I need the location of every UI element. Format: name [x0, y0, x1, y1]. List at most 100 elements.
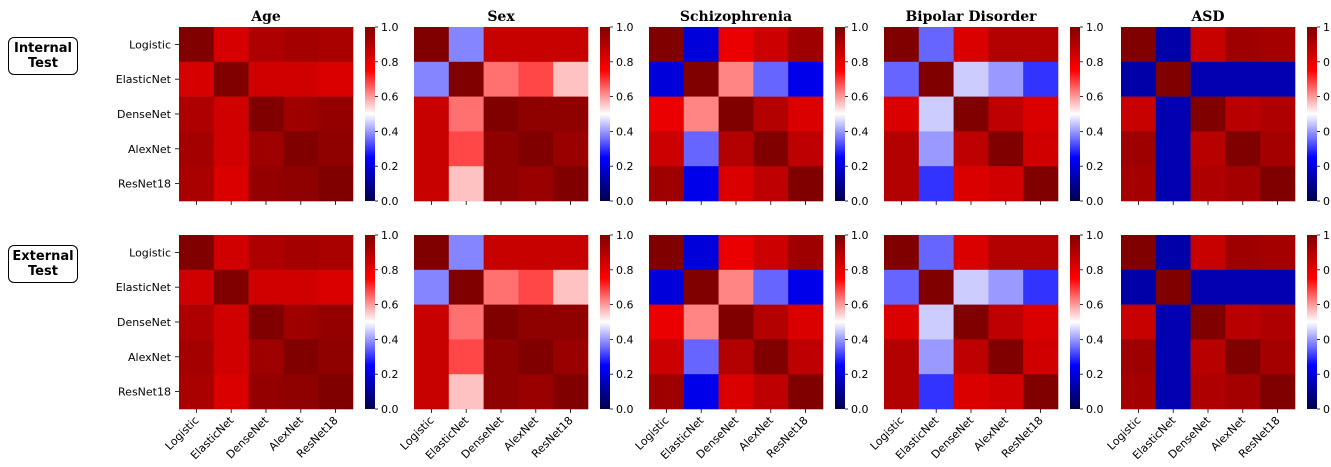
heatmap-cell [988, 131, 1024, 167]
heatmap-cell [248, 339, 284, 375]
y-tick-label: ResNet18 [118, 178, 171, 191]
colorbar-tick-label: 0.4 [1086, 125, 1104, 138]
heatmap-cell [718, 27, 754, 63]
heatmap-cell [483, 131, 519, 167]
heatmap-cell [1225, 374, 1261, 410]
heatmap-cell [179, 269, 215, 305]
colorbar-tick-label: 1.0 [851, 229, 869, 242]
heatmap-cell [718, 339, 754, 375]
heatmap-cell [953, 61, 989, 97]
heatmap-cell [248, 131, 284, 167]
heatmap-cell [884, 27, 920, 63]
heatmap-cell [318, 374, 354, 410]
heatmap-cell [1190, 166, 1226, 202]
heatmap-cell [649, 96, 685, 132]
heatmap-cell [1225, 339, 1261, 375]
heatmap-cell [649, 131, 685, 167]
heatmap-cell [553, 304, 589, 340]
heatmap-cell [448, 166, 484, 202]
heatmap-panel: Sex 0.0 0.2 0.4 0.6 0.8 1.0 [414, 9, 634, 208]
heatmap-cell [1121, 235, 1157, 271]
heatmap-cell [1260, 27, 1296, 63]
heatmap-cell [988, 61, 1024, 97]
heatmap-cell [283, 61, 319, 97]
heatmap-cell [318, 235, 354, 271]
heatmap-cell [988, 339, 1024, 375]
heatmap-cell [213, 96, 249, 132]
heatmap-cell [248, 96, 284, 132]
colorbar-tick-label: 0.6 [851, 91, 869, 104]
heatmap-cell [1225, 27, 1261, 63]
heatmap-cell [283, 166, 319, 202]
heatmap-cell [1023, 166, 1059, 202]
heatmap-cell [988, 27, 1024, 63]
colorbar-tick-label: 0.6 [1323, 299, 1331, 312]
heatmap-cell [448, 235, 484, 271]
heatmap-cell [1023, 304, 1059, 340]
heatmap-cell [248, 235, 284, 271]
heatmap-cell [988, 166, 1024, 202]
heatmap-cell [683, 96, 719, 132]
heatmap-cell [753, 269, 789, 305]
heatmap-cell [1023, 269, 1059, 305]
heatmap-cell [788, 374, 824, 410]
heatmap-cell [318, 304, 354, 340]
heatmap-cell [953, 374, 989, 410]
colorbar [365, 235, 375, 409]
heatmap-cell [683, 269, 719, 305]
heatmap-cell [518, 166, 554, 202]
colorbar-tick-label: 0.6 [616, 91, 634, 104]
heatmap-cell [414, 131, 450, 167]
heatmap-cell [788, 27, 824, 63]
heatmap-cell [248, 61, 284, 97]
y-tick-label: Logistic [129, 38, 171, 51]
heatmap-cell [918, 304, 954, 340]
heatmap-cell [448, 374, 484, 410]
heatmap-panel: Bipolar Disorder 0.0 0.2 0.4 0.6 0.8 1.0 [884, 9, 1104, 208]
heatmap-cell [918, 269, 954, 305]
heatmap-cell [953, 269, 989, 305]
colorbar-tick-label: 1.0 [381, 229, 399, 242]
heatmap-cell [753, 339, 789, 375]
heatmap-cell [1155, 304, 1191, 340]
y-tick-label: AlexNet [128, 143, 172, 156]
heatmap-panel: LogisticElasticNetDenseNetAlexNetResNet1… [1105, 229, 1331, 462]
heatmap-cell [884, 166, 920, 202]
heatmap-cell [414, 339, 450, 375]
heatmap-cell [283, 131, 319, 167]
row-label-line1: External [12, 249, 74, 264]
heatmap-cell [213, 235, 249, 271]
colorbar [1307, 27, 1317, 201]
colorbar-tick-label: 0.6 [851, 299, 869, 312]
heatmap-cell [483, 61, 519, 97]
heatmap-panel: LogisticElasticNetDenseNetAlexNetResNet1… [868, 229, 1104, 462]
y-tick-label: DenseNet [117, 108, 172, 121]
heatmap-cell [1023, 374, 1059, 410]
colorbar-tick-label: 0.0 [381, 403, 399, 416]
colorbar-tick-label: 0.2 [1323, 160, 1331, 173]
heatmap-cell [553, 27, 589, 63]
colorbar-tick-label: 0.4 [1323, 125, 1331, 138]
heatmap-cell [988, 304, 1024, 340]
heatmap-cell [1225, 131, 1261, 167]
heatmap-cell [1260, 304, 1296, 340]
heatmap-cell [788, 339, 824, 375]
heatmap-cell [683, 166, 719, 202]
row-label-internal-test: Internal Test [8, 37, 78, 75]
heatmap-cell [1260, 131, 1296, 167]
colorbar-tick-label: 0.8 [1323, 56, 1331, 69]
heatmap-cell [553, 235, 589, 271]
heatmap-cell [179, 374, 215, 410]
heatmap-cell [1121, 269, 1157, 305]
heatmap-cell [179, 339, 215, 375]
heatmap-cell [518, 27, 554, 63]
heatmap-cell [918, 27, 954, 63]
heatmap-cell [553, 339, 589, 375]
heatmap-cell [1155, 235, 1191, 271]
heatmap-cell [1225, 304, 1261, 340]
y-tick-label: ResNet18 [118, 386, 171, 399]
colorbar [1307, 235, 1317, 409]
heatmap-cell [988, 374, 1024, 410]
heatmap-cell [884, 269, 920, 305]
heatmap-cell [518, 61, 554, 97]
